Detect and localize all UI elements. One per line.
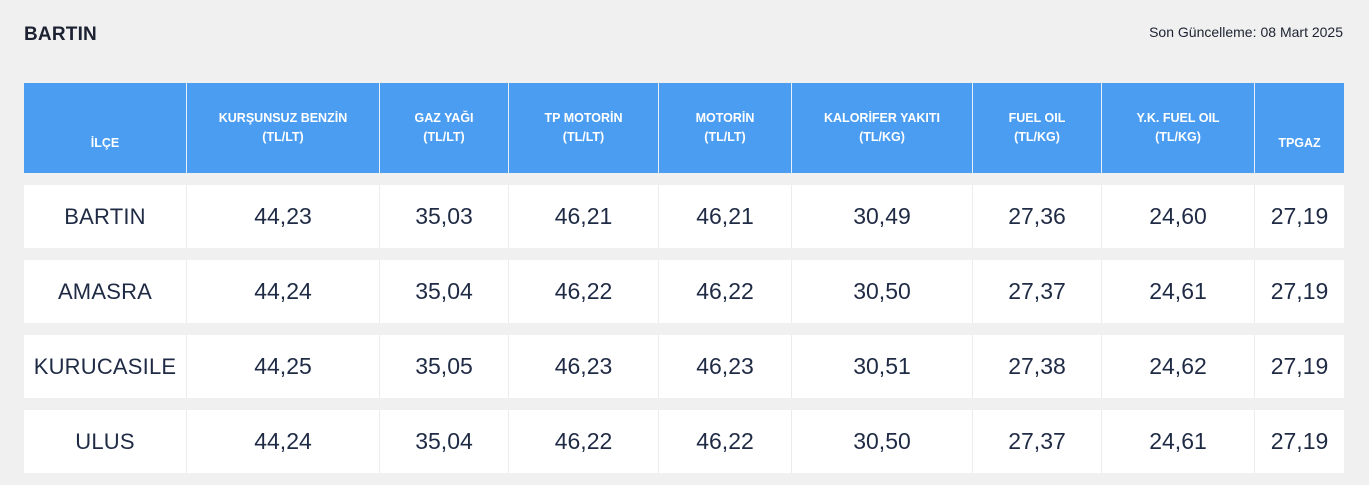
header-unit: (TL/LT): [562, 130, 605, 144]
header-label: TP MOTORİN: [544, 111, 623, 125]
table-row: AMASRA 44,24 35,04 46,22 46,22 30,50 27,…: [24, 260, 1344, 323]
header-tpgaz: TPGAZ: [1255, 83, 1344, 173]
price-cell: 46,23: [509, 335, 659, 398]
header-label: MOTORİN: [695, 111, 755, 125]
price-cell: 44,23: [187, 185, 380, 248]
table-header-row: İLÇE KURŞUNSUZ BENZİN (TL/LT) GAZ YAĞI (…: [24, 83, 1344, 173]
price-cell: 24,60: [1102, 185, 1255, 248]
price-cell: 46,22: [509, 260, 659, 323]
price-cell: 27,37: [973, 260, 1102, 323]
header-diesel: MOTORİN (TL/LT): [659, 83, 792, 173]
price-cell: 35,03: [380, 185, 509, 248]
header-label: KALORİFER YAKITI: [824, 111, 940, 125]
header-label: İLÇE: [90, 136, 120, 150]
header-unit: (TL/LT): [423, 130, 465, 144]
district-cell: AMASRA: [24, 260, 187, 323]
price-cell: 46,21: [659, 185, 792, 248]
price-cell: 30,49: [792, 185, 973, 248]
price-cell: 35,05: [380, 335, 509, 398]
table-row: KURUCASILE 44,25 35,05 46,23 46,23 30,51…: [24, 335, 1344, 398]
price-cell: 35,04: [380, 410, 509, 473]
price-cell: 46,21: [509, 185, 659, 248]
price-cell: 27,38: [973, 335, 1102, 398]
price-cell: 44,25: [187, 335, 380, 398]
price-cell: 30,50: [792, 410, 973, 473]
header-label: KURŞUNSUZ BENZİN: [218, 111, 348, 125]
price-cell: 27,19: [1255, 185, 1344, 248]
header-hs-fuel-oil: Y.K. FUEL OIL (TL/KG): [1102, 83, 1255, 173]
price-cell: 24,61: [1102, 410, 1255, 473]
header-label: Y.K. FUEL OIL: [1136, 111, 1220, 125]
price-cell: 27,36: [973, 185, 1102, 248]
header-unit: (TL/LT): [262, 130, 304, 144]
district-cell: ULUS: [24, 410, 187, 473]
header-tp-diesel: TP MOTORİN (TL/LT): [509, 83, 659, 173]
last-update: Son Güncelleme: 08 Mart 2025: [1149, 24, 1343, 40]
price-cell: 46,22: [509, 410, 659, 473]
price-cell: 24,62: [1102, 335, 1255, 398]
price-cell: 44,24: [187, 260, 380, 323]
header-heating-fuel: KALORİFER YAKITI (TL/KG): [792, 83, 973, 173]
header-label: FUEL OIL: [1008, 111, 1066, 125]
fuel-prices-page: BARTIN Son Güncelleme: 08 Mart 2025 İLÇE …: [24, 24, 1344, 473]
price-cell: 44,24: [187, 410, 380, 473]
header-label: TPGAZ: [1278, 136, 1321, 150]
price-cell: 24,61: [1102, 260, 1255, 323]
district-cell: BARTIN: [24, 185, 187, 248]
table-row: ULUS 44,24 35,04 46,22 46,22 30,50 27,37…: [24, 410, 1344, 473]
header-fuel-oil: FUEL OIL (TL/KG): [973, 83, 1102, 173]
price-cell: 46,22: [659, 260, 792, 323]
price-cell: 30,50: [792, 260, 973, 323]
header-unit: (TL/LT): [704, 130, 746, 144]
header-unit: (TL/KG): [1155, 130, 1201, 144]
price-cell: 27,37: [973, 410, 1102, 473]
price-cell: 27,19: [1255, 410, 1344, 473]
header-label: GAZ YAĞI: [414, 111, 474, 125]
page-title: BARTIN: [24, 24, 97, 45]
district-cell: KURUCASILE: [24, 335, 187, 398]
price-cell: 35,04: [380, 260, 509, 323]
price-cell: 46,23: [659, 335, 792, 398]
price-cell: 27,19: [1255, 335, 1344, 398]
header-kerosene: GAZ YAĞI (TL/LT): [380, 83, 509, 173]
price-cell: 46,22: [659, 410, 792, 473]
price-cell: 30,51: [792, 335, 973, 398]
header-district: İLÇE: [24, 83, 187, 173]
header-unleaded-gasoline: KURŞUNSUZ BENZİN (TL/LT): [187, 83, 380, 173]
fuel-price-table: İLÇE KURŞUNSUZ BENZİN (TL/LT) GAZ YAĞI (…: [24, 71, 1344, 485]
table-row: BARTIN 44,23 35,03 46,21 46,21 30,49 27,…: [24, 185, 1344, 248]
header-unit: (TL/KG): [859, 130, 905, 144]
price-cell: 27,19: [1255, 260, 1344, 323]
last-update-label: Son Güncelleme:: [1149, 24, 1257, 40]
last-update-date: 08 Mart 2025: [1260, 24, 1344, 40]
header-unit: (TL/KG): [1014, 130, 1060, 144]
